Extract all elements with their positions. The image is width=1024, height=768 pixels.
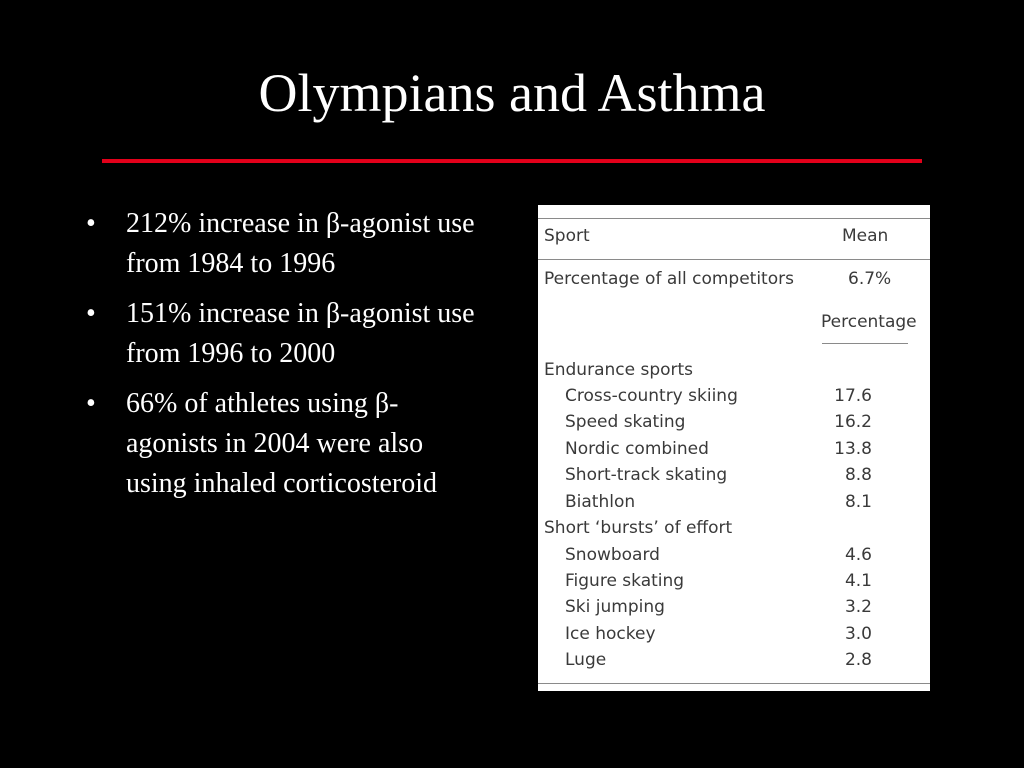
table-row-sport: Speed skating — [565, 412, 686, 432]
subheader-rule — [822, 343, 908, 344]
table-row-value: 3.2 — [844, 597, 872, 617]
bullet-text: 66% of athletes using β-agonists in 2004… — [126, 388, 438, 499]
bullet-marker: • — [86, 298, 96, 329]
table-row-sport: Figure skating — [565, 571, 685, 591]
table-row-sport: Short-track skating — [565, 465, 728, 485]
table-row-sport: Cross-country skiing — [565, 386, 738, 406]
table-bottom-rule — [538, 683, 930, 684]
table-row-value: 13.8 — [834, 439, 872, 459]
bullet-text: 151% increase in β-agonist use from 1996… — [126, 298, 475, 369]
table-row-value: 4.6 — [844, 545, 872, 565]
group-heading: Endurance sports — [544, 360, 694, 380]
table-row-sport: Nordic combined — [565, 439, 709, 459]
table-row-sport: Snowboard — [565, 545, 660, 565]
title-underline — [102, 159, 922, 163]
bullet-item: • 212% increase in β-agonist use from 19… — [86, 204, 486, 284]
bullet-text: 212% increase in β-agonist use from 1984… — [126, 208, 475, 279]
bullet-item: • 66% of athletes using β-agonists in 20… — [86, 384, 486, 504]
table-row-value: 16.2 — [834, 412, 872, 432]
table-row-sport: Biathlon — [565, 492, 636, 512]
all-competitors-label: Percentage of all competitors — [544, 269, 794, 289]
table-row-sport: Ice hockey — [565, 624, 656, 644]
table-header-rule — [538, 259, 930, 260]
table-row-value: 4.1 — [844, 571, 872, 591]
bullet-list: • 212% increase in β-agonist use from 19… — [86, 204, 486, 514]
percentage-subheader: Percentage — [821, 312, 917, 332]
table-row-sport: Ski jumping — [565, 597, 665, 617]
all-competitors-value: 6.7% — [848, 269, 892, 289]
bullet-marker: • — [86, 388, 96, 419]
table-row-value: 17.6 — [834, 386, 872, 406]
sport-table: Sport Mean Percentage of all competitors… — [538, 205, 930, 691]
table-row-value: 8.1 — [844, 492, 872, 512]
header-mean: Mean — [842, 226, 889, 246]
table-row-value: 8.8 — [844, 465, 872, 485]
table-top-rule — [538, 218, 930, 219]
table-row-value: 2.8 — [844, 650, 872, 670]
group-heading: Short ‘bursts’ of effort — [544, 518, 733, 538]
table-row-value: 3.0 — [844, 624, 872, 644]
bullet-item: • 151% increase in β-agonist use from 19… — [86, 294, 486, 374]
bullet-marker: • — [86, 208, 96, 239]
slide-title: Olympians and Asthma — [258, 63, 766, 123]
table-row-sport: Luge — [565, 650, 607, 670]
header-sport: Sport — [544, 226, 590, 246]
